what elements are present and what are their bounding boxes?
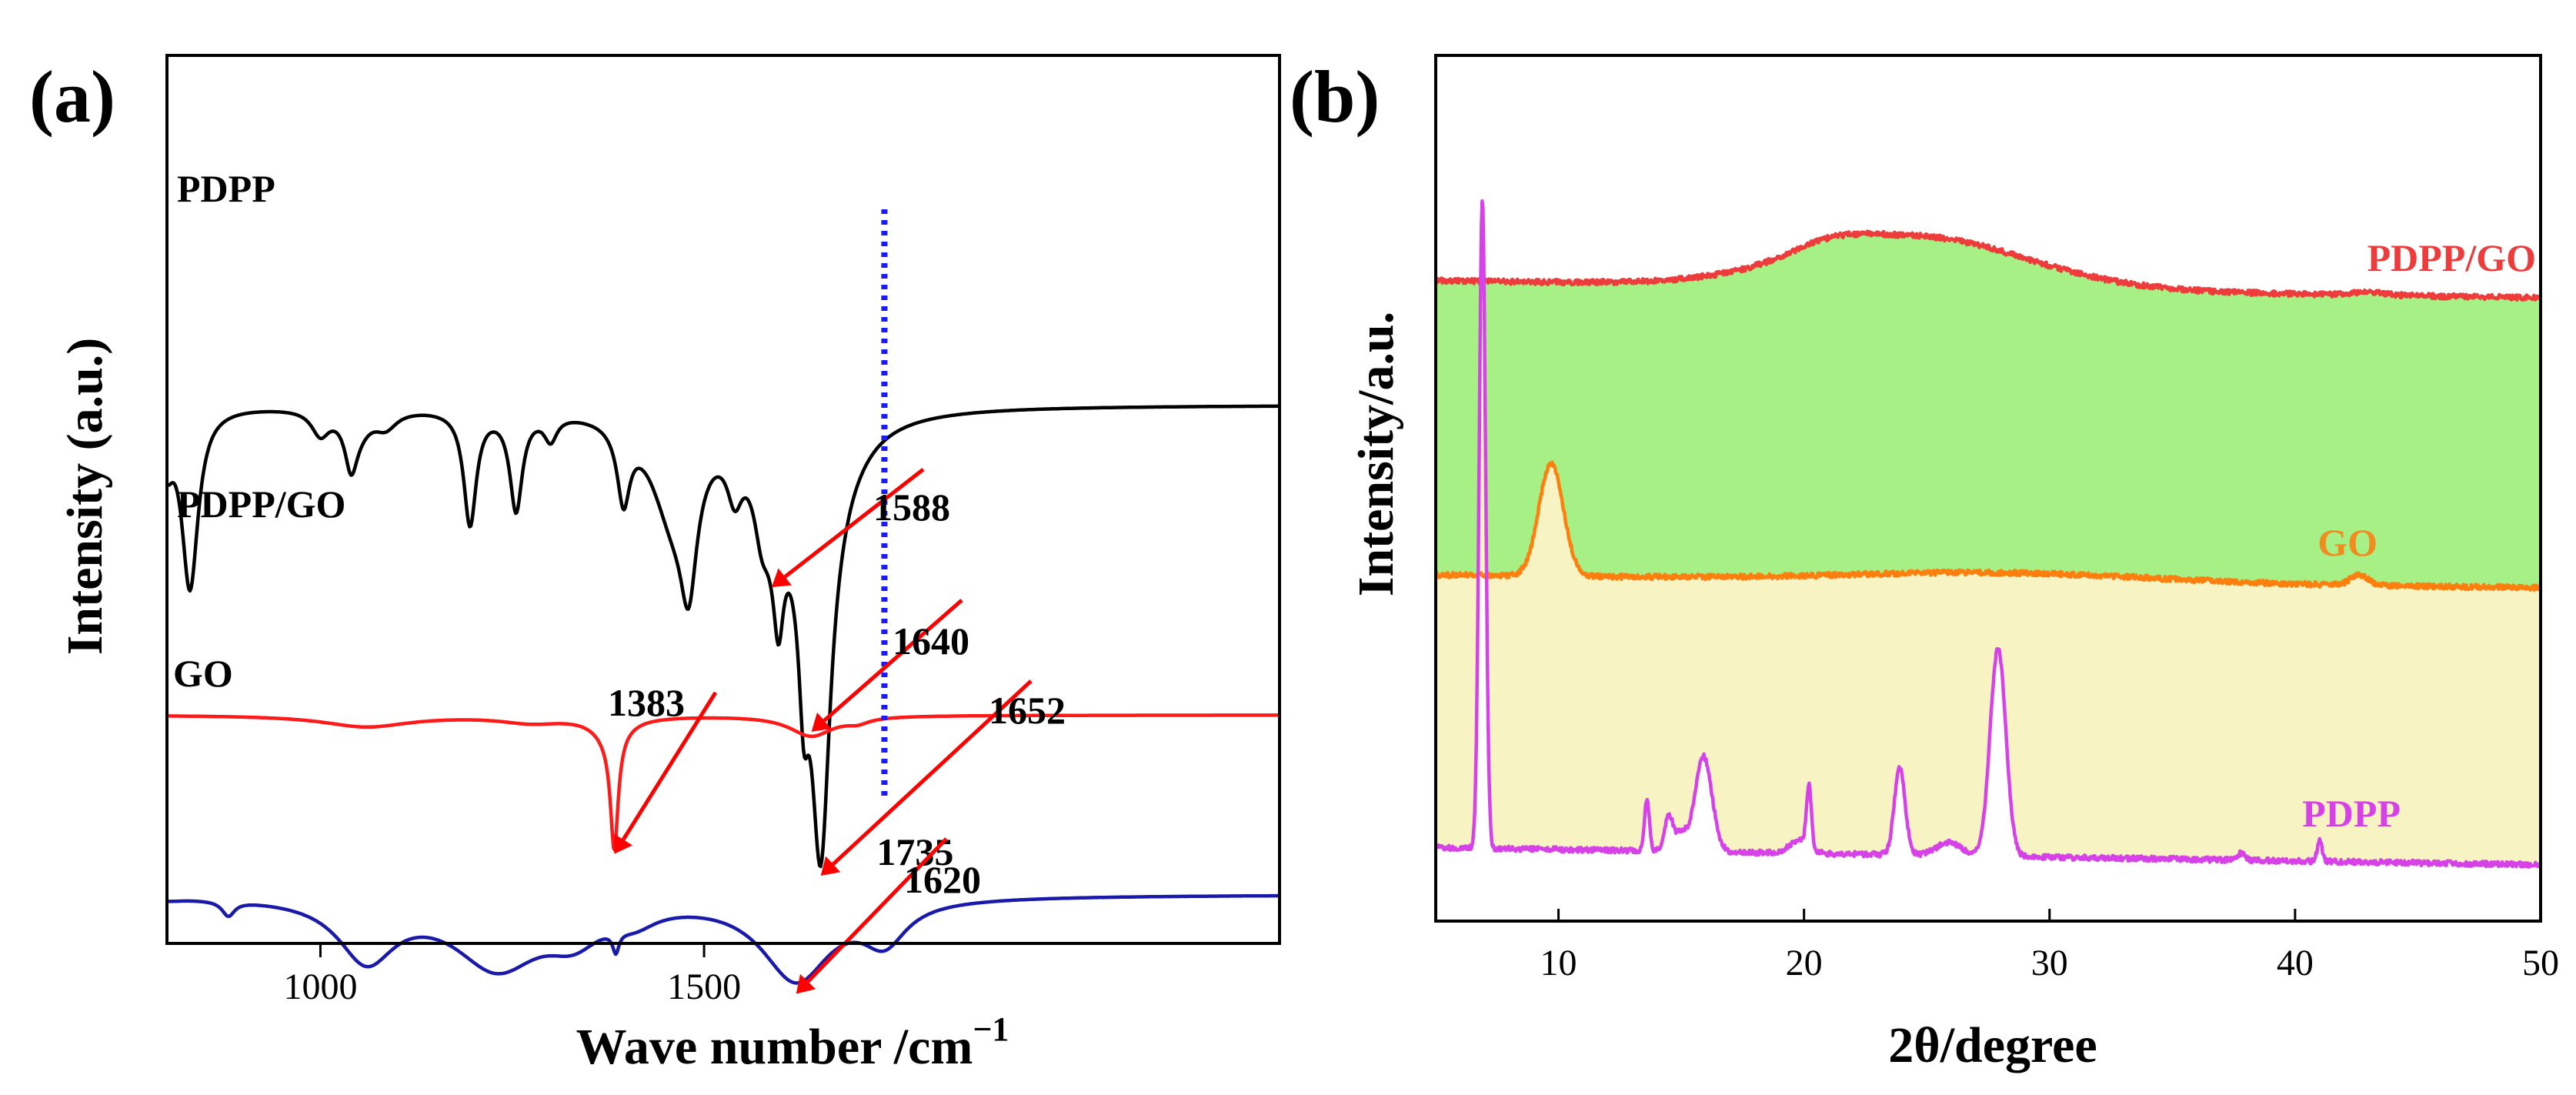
annotation-1620: 1620 [796, 837, 981, 994]
series-label-go: GO [173, 652, 233, 695]
annotation-label-1588: 1588 [873, 486, 950, 529]
annotation-1640: 1640 [811, 599, 969, 732]
annotation-arrow-shaft-1640 [823, 599, 963, 723]
panel-a-x-axis-title-superscript: −1 [973, 1010, 1009, 1048]
annotation-arrow-head-1652 [820, 856, 841, 876]
ftir-series-pdpp-go [166, 713, 1280, 852]
annotation-arrow-shaft-1652 [832, 679, 1033, 866]
panel-b-x-tick-label-50: 50 [2522, 943, 2559, 983]
panel-a-x-axis-title-main: Wave number /cm [576, 1019, 973, 1075]
panel-a-ftir-chart: (a) 1735 1383 1588 1640 1652 1620 1000 1500 W… [29, 54, 1281, 1075]
annotation-1588: 1588 [771, 468, 950, 588]
ftir-series-pdpp [165, 404, 1280, 869]
series-label-pdpp-go: PDPP/GO [177, 482, 345, 526]
panel-a-x-ticks: 1000 1500 [283, 943, 741, 1007]
panel-a-x-tick-label-1500: 1500 [667, 966, 741, 1007]
panel-a-x-tick-label-1000: 1000 [283, 966, 357, 1007]
annotation-arrow-head-1640 [811, 712, 832, 732]
xrd-fill-go [1436, 201, 2541, 867]
annotation-label-1640: 1640 [893, 619, 969, 663]
annotation-label-1652: 1652 [989, 689, 1066, 732]
annotation-arrow-shaft-1588 [783, 468, 925, 579]
panel-b-x-axis-title: 2θ/degree [1888, 1017, 2097, 1073]
xrd-series-label-go: GO [2317, 521, 2377, 564]
xrd-series-label-pdpp: PDPP [2302, 792, 2401, 835]
panel-a-annotation-group: 1383 1588 1640 1652 1620 [608, 468, 1066, 994]
panel-b-series-group [1433, 199, 2543, 870]
series-label-pdpp: PDPP [177, 167, 275, 210]
reference-line-label-1735: 1735 [876, 830, 953, 873]
panel-b-y-axis-title: Intensity/a.u. [1348, 312, 1404, 596]
annotation-arrow-shaft-1383 [621, 691, 718, 841]
xrd-series-label-pdpp-go: PDPP/GO [2367, 236, 2536, 279]
panel-a-plot-frame [165, 54, 1281, 945]
panel-b-letter: (b) [1290, 55, 1380, 138]
panel-a-x-axis-title: Wave number /cm−1 [576, 1010, 1009, 1075]
panel-b-plot-frame [1434, 54, 2542, 923]
annotation-arrow-shaft-1620 [806, 837, 948, 983]
annotation-arrow-head-1588 [771, 568, 792, 588]
annotation-1652: 1652 [820, 679, 1066, 876]
annotation-label-1383: 1383 [608, 681, 685, 724]
panel-a-reference-line-group: 1735 [876, 209, 953, 873]
ftir-series-go [166, 893, 1280, 985]
panel-b-x-tick-label-40: 40 [2277, 943, 2314, 983]
panel-a-y-axis-title: Intensity (a.u.) [57, 338, 113, 656]
annotation-label-1620: 1620 [904, 858, 981, 901]
panel-a-letter: (a) [29, 55, 115, 138]
panel-b-x-tick-label-30: 30 [2031, 943, 2068, 983]
annotation-arrow-head-1383 [614, 833, 632, 854]
xrd-series-pdpp-go [1433, 229, 2543, 302]
panel-b-x-tick-label-10: 10 [1540, 943, 1577, 983]
panel-b-x-tick-label-20: 20 [1786, 943, 1823, 983]
panel-b-fill-group [1436, 201, 2541, 867]
annotation-1383: 1383 [608, 681, 718, 854]
panel-b-xrd-chart: (b) 10 20 30 40 50 2θ/degree Intensity/a.u. … [1290, 54, 2559, 1073]
annotation-arrow-head-1620 [796, 973, 816, 994]
xrd-series-pdpp [1434, 199, 2543, 870]
panel-a-series-group [165, 404, 1280, 985]
xrd-fill-pdpp-go [1436, 231, 2541, 590]
xrd-series-go [1433, 460, 2542, 592]
panel-b-x-ticks: 10 20 30 40 50 [1540, 909, 2559, 983]
